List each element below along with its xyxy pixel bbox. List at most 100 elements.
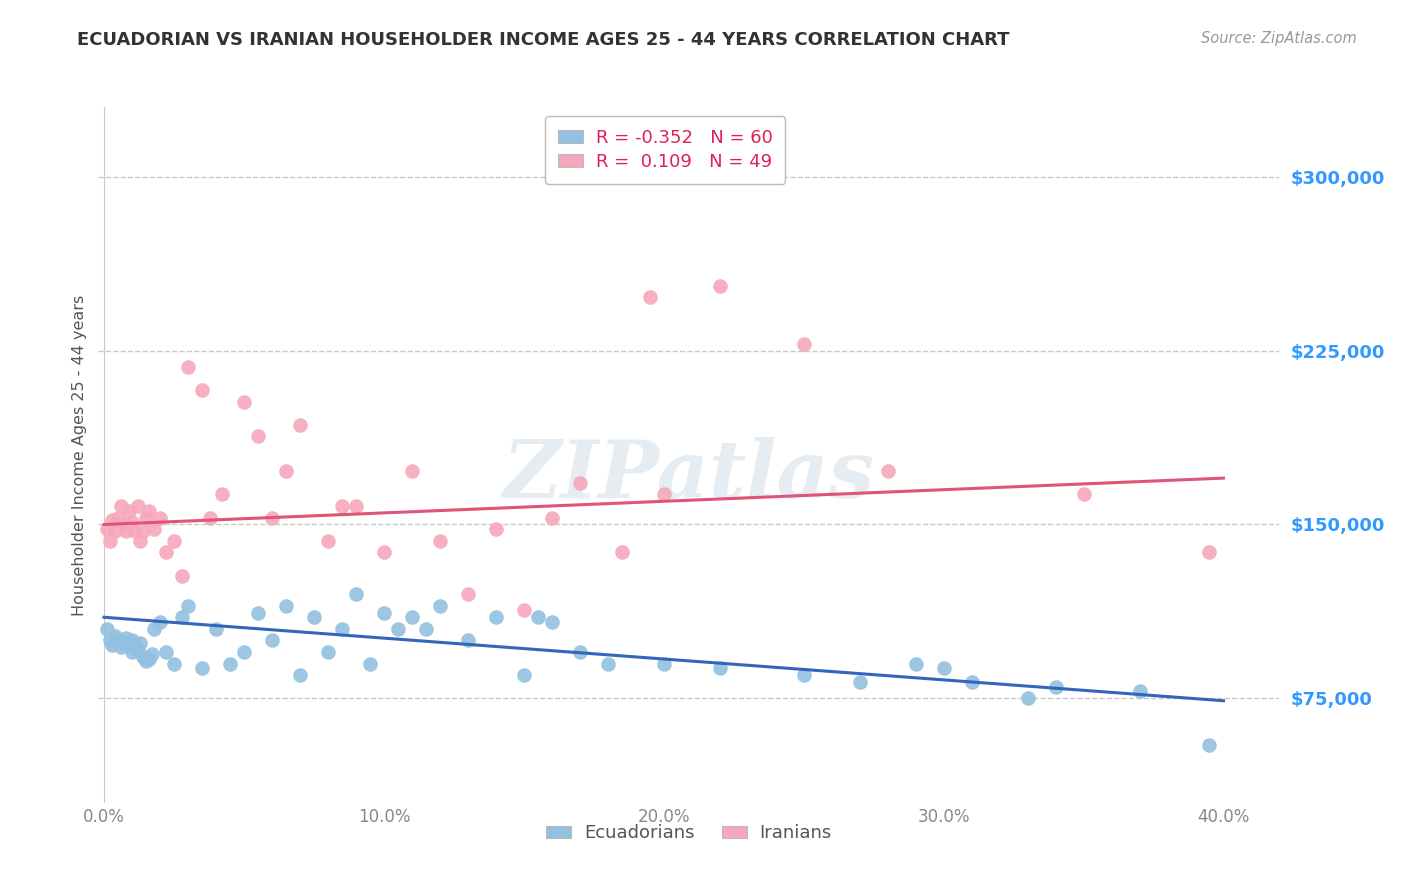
Point bbox=[596, 657, 619, 671]
Point bbox=[610, 545, 633, 559]
Point bbox=[129, 533, 152, 548]
Point bbox=[652, 657, 675, 671]
Point bbox=[274, 464, 297, 478]
Point bbox=[415, 622, 437, 636]
Point bbox=[793, 668, 815, 682]
Point bbox=[172, 610, 194, 624]
Point bbox=[373, 606, 395, 620]
Point bbox=[135, 510, 157, 524]
Point bbox=[107, 510, 129, 524]
Point bbox=[124, 524, 146, 539]
Point bbox=[302, 610, 325, 624]
Point bbox=[101, 638, 124, 652]
Point bbox=[540, 510, 562, 524]
Point bbox=[709, 278, 731, 293]
Point bbox=[233, 394, 256, 409]
Point bbox=[709, 661, 731, 675]
Point bbox=[1073, 487, 1095, 501]
Point bbox=[330, 499, 353, 513]
Point bbox=[513, 603, 536, 617]
Point bbox=[155, 645, 177, 659]
Point bbox=[316, 645, 339, 659]
Text: Source: ZipAtlas.com: Source: ZipAtlas.com bbox=[1201, 31, 1357, 46]
Point bbox=[127, 499, 149, 513]
Point bbox=[191, 661, 214, 675]
Point bbox=[274, 599, 297, 613]
Point bbox=[118, 503, 141, 517]
Point bbox=[98, 633, 121, 648]
Point bbox=[205, 622, 228, 636]
Point bbox=[155, 545, 177, 559]
Text: ECUADORIAN VS IRANIAN HOUSEHOLDER INCOME AGES 25 - 44 YEARS CORRELATION CHART: ECUADORIAN VS IRANIAN HOUSEHOLDER INCOME… bbox=[77, 31, 1010, 49]
Point bbox=[246, 429, 269, 443]
Point bbox=[138, 652, 160, 666]
Point bbox=[115, 631, 138, 645]
Y-axis label: Householder Income Ages 25 - 44 years: Householder Income Ages 25 - 44 years bbox=[72, 294, 87, 615]
Point bbox=[1017, 691, 1039, 706]
Point bbox=[1045, 680, 1067, 694]
Point bbox=[288, 668, 311, 682]
Point bbox=[568, 475, 591, 490]
Point bbox=[124, 638, 146, 652]
Point bbox=[200, 510, 222, 524]
Point bbox=[143, 522, 166, 536]
Point bbox=[163, 533, 186, 548]
Point bbox=[401, 610, 423, 624]
Point bbox=[429, 599, 451, 613]
Point bbox=[149, 510, 172, 524]
Point bbox=[638, 290, 661, 304]
Point bbox=[118, 638, 141, 652]
Point bbox=[485, 522, 508, 536]
Point bbox=[330, 622, 353, 636]
Point bbox=[132, 649, 155, 664]
Text: ZIPatlas: ZIPatlas bbox=[503, 437, 875, 515]
Point bbox=[527, 610, 550, 624]
Point bbox=[1198, 738, 1220, 752]
Point bbox=[876, 464, 898, 478]
Point bbox=[107, 633, 129, 648]
Point bbox=[1128, 684, 1150, 698]
Point bbox=[233, 645, 256, 659]
Point bbox=[96, 622, 118, 636]
Point bbox=[457, 587, 479, 601]
Point bbox=[149, 615, 172, 629]
Point bbox=[485, 610, 508, 624]
Point bbox=[429, 533, 451, 548]
Point bbox=[316, 533, 339, 548]
Point bbox=[260, 633, 283, 648]
Point bbox=[163, 657, 186, 671]
Point bbox=[98, 533, 121, 548]
Point bbox=[540, 615, 562, 629]
Point bbox=[101, 513, 124, 527]
Point bbox=[121, 633, 143, 648]
Point bbox=[135, 654, 157, 668]
Point bbox=[246, 606, 269, 620]
Point bbox=[143, 622, 166, 636]
Point bbox=[104, 629, 127, 643]
Point bbox=[115, 524, 138, 539]
Point bbox=[177, 359, 200, 374]
Point bbox=[110, 640, 132, 655]
Point bbox=[141, 648, 163, 662]
Point bbox=[138, 503, 160, 517]
Point bbox=[387, 622, 409, 636]
Point bbox=[219, 657, 242, 671]
Point bbox=[401, 464, 423, 478]
Point bbox=[104, 524, 127, 539]
Point bbox=[211, 487, 233, 501]
Point bbox=[132, 524, 155, 539]
Point bbox=[121, 645, 143, 659]
Point bbox=[344, 499, 367, 513]
Point bbox=[96, 522, 118, 536]
Point bbox=[344, 587, 367, 601]
Point bbox=[932, 661, 955, 675]
Point bbox=[960, 675, 983, 690]
Point bbox=[652, 487, 675, 501]
Point bbox=[568, 645, 591, 659]
Point bbox=[904, 657, 927, 671]
Point bbox=[793, 336, 815, 351]
Point bbox=[1198, 545, 1220, 559]
Point bbox=[121, 515, 143, 529]
Point bbox=[288, 417, 311, 432]
Point bbox=[110, 499, 132, 513]
